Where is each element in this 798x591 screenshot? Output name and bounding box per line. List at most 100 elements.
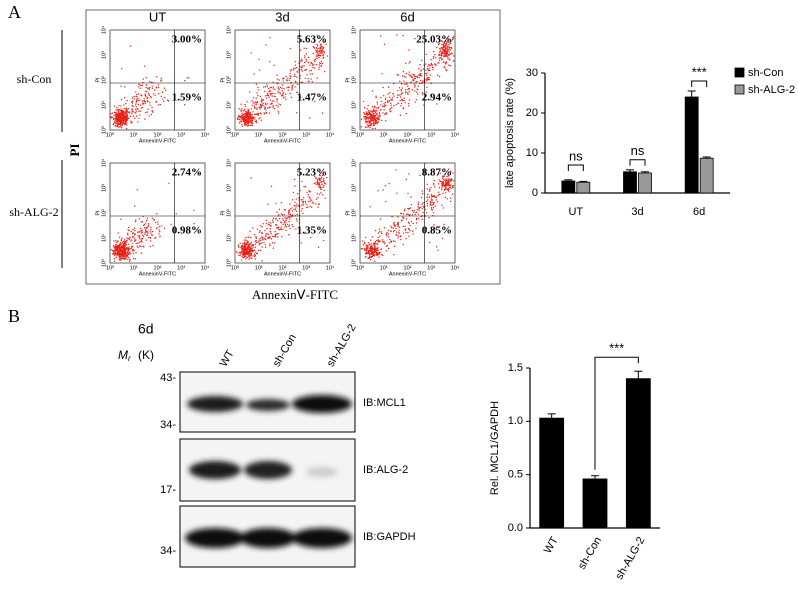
event-dot [277, 110, 278, 111]
event-dot [408, 228, 409, 229]
event-dot [393, 95, 394, 96]
event-dot [121, 249, 122, 250]
event-dot [261, 107, 262, 108]
event-dot [162, 91, 163, 92]
event-dot [371, 245, 372, 246]
event-dot [419, 175, 420, 176]
event-dot [261, 98, 262, 99]
event-dot [133, 250, 134, 251]
y-tick-label: 10³ [101, 184, 107, 192]
event-dot [113, 115, 114, 116]
event-dot [408, 214, 409, 215]
event-dot [255, 244, 256, 245]
event-dot [238, 116, 239, 117]
event-dot [122, 250, 123, 251]
event-dot [404, 209, 405, 210]
event-dot [411, 204, 412, 205]
event-dot [250, 124, 251, 125]
event-dot [296, 112, 297, 113]
event-dot [375, 123, 376, 124]
event-dot [130, 248, 131, 249]
event-dot [113, 123, 114, 124]
event-dot [281, 236, 282, 237]
event-dot [138, 111, 139, 112]
event-dot [138, 84, 139, 85]
event-dot [322, 63, 323, 64]
event-dot [151, 86, 152, 87]
event-dot [114, 120, 115, 121]
x-tick-label: 10¹ [255, 132, 263, 138]
legend-label: sh-ALG-2 [748, 84, 795, 96]
y-tick-label: 10⁰ [100, 258, 107, 267]
event-dot [245, 111, 246, 112]
event-dot [145, 231, 146, 232]
event-dot [266, 233, 267, 234]
event-dot [132, 102, 133, 103]
event-dot [372, 90, 373, 91]
y-tick-label: 10¹ [226, 101, 232, 109]
event-dot [261, 243, 262, 244]
event-dot [434, 54, 435, 55]
event-dot [152, 234, 153, 235]
event-dot [137, 189, 138, 190]
event-dot [139, 114, 140, 115]
lane-label: sh-Con [271, 332, 299, 369]
event-dot [309, 206, 310, 207]
event-dot [124, 108, 125, 109]
event-dot [300, 60, 301, 61]
event-dot [391, 104, 392, 105]
event-dot [123, 114, 124, 115]
event-dot [159, 226, 160, 227]
event-dot [319, 194, 320, 195]
event-dot [125, 124, 126, 125]
event-dot [261, 101, 262, 102]
y-tick-label: 10³ [351, 184, 357, 192]
event-dot [265, 95, 266, 96]
flow-plot: 10⁰10⁰10¹10¹10²10²10³10³10⁴10⁴AnnexinV-F… [345, 158, 459, 277]
event-dot [293, 208, 294, 209]
event-dot [134, 206, 135, 207]
x-tick-label: 10⁴ [451, 264, 460, 271]
event-dot [137, 231, 138, 232]
event-dot [259, 69, 260, 70]
event-dot [407, 193, 408, 194]
event-dot [317, 179, 318, 180]
event-dot [285, 76, 286, 77]
event-dot [364, 113, 365, 114]
event-dot [438, 183, 439, 184]
event-dot [125, 245, 126, 246]
event-dot [365, 116, 366, 117]
event-dot [153, 93, 154, 94]
event-dot [415, 101, 416, 102]
event-dot [417, 93, 418, 94]
event-dot [243, 257, 244, 258]
event-dot [117, 241, 118, 242]
event-dot [381, 120, 382, 121]
event-dot [241, 256, 242, 257]
plot-x-label: AnnexinV-FITC [264, 271, 301, 277]
event-dot [418, 208, 419, 209]
event-dot [394, 224, 395, 225]
quadrant-percent: 0.98% [172, 225, 202, 237]
event-dot [114, 105, 115, 106]
event-dot [431, 209, 432, 210]
event-dot [406, 113, 407, 114]
event-dot [164, 87, 165, 88]
event-dot [376, 120, 377, 121]
event-dot [301, 210, 302, 211]
event-dot [407, 93, 408, 94]
event-dot [401, 93, 402, 94]
event-dot [280, 222, 281, 223]
event-dot [309, 70, 310, 71]
event-dot [375, 112, 376, 113]
event-dot [252, 102, 253, 103]
event-dot [415, 214, 416, 215]
event-dot [148, 93, 149, 94]
plot-x-label: AnnexinV-FITC [264, 138, 301, 144]
event-dot [132, 250, 133, 251]
event-dot [270, 225, 271, 226]
event-dot [282, 93, 283, 94]
event-dot [141, 107, 142, 108]
event-dot [236, 251, 237, 252]
event-dot [282, 78, 283, 79]
